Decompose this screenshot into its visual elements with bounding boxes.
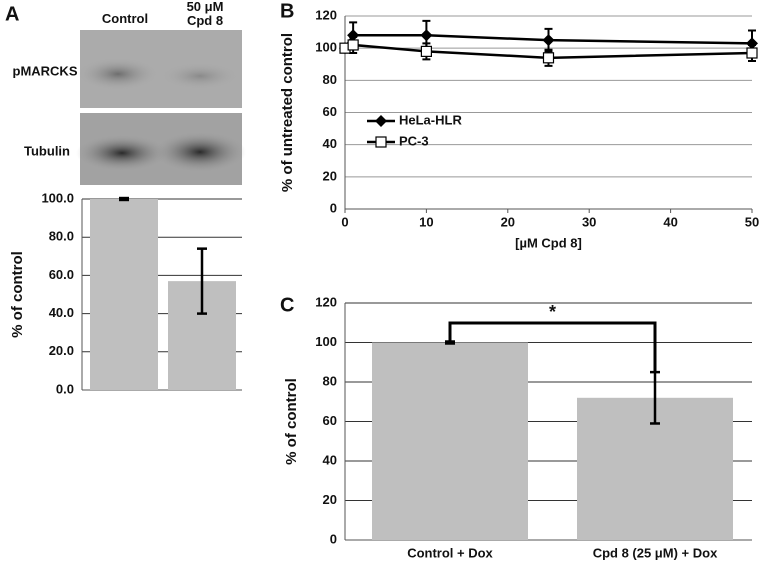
y-axis-title: % of control — [283, 378, 300, 465]
marker — [420, 45, 432, 57]
x-axis-title: [µM Cpd 8] — [515, 235, 582, 250]
error-bar — [197, 247, 207, 315]
y-tick-label: 0 — [330, 531, 337, 546]
x-tick-label: 50 — [745, 214, 759, 229]
y-tick-label: 0 — [330, 200, 337, 215]
y-tick-label: 100 — [315, 334, 337, 349]
blot-band — [76, 135, 168, 171]
y-axis-title: % of control — [9, 251, 26, 338]
significance-annotation: * — [549, 302, 556, 322]
marker — [542, 34, 555, 47]
y-tick-label: 80.0 — [49, 229, 74, 244]
marker — [347, 39, 359, 51]
y-tick-label: 0.0 — [56, 381, 74, 396]
panel-label: C — [280, 294, 294, 316]
x-tick-label: 0 — [341, 214, 348, 229]
y-tick-label: 60 — [323, 104, 337, 119]
y-tick-label: 60 — [323, 413, 337, 428]
panel-label: B — [280, 0, 294, 22]
x-tick-label: 30 — [582, 214, 596, 229]
y-tick-label: 100 — [315, 40, 337, 55]
blot-column-label: Control — [101, 11, 149, 26]
y-tick-label: 80 — [323, 373, 337, 388]
panel-label: A — [5, 3, 19, 25]
y-tick-label: 120 — [315, 7, 337, 22]
y-tick-label: 100.0 — [41, 190, 74, 205]
legend-marker — [375, 136, 387, 148]
marker — [746, 47, 758, 59]
y-tick-label: 40 — [323, 136, 337, 151]
x-tick-label: Control + Dox — [407, 545, 493, 560]
legend-label: HeLa-HLR — [399, 112, 462, 127]
y-tick-label: 120 — [315, 294, 337, 309]
x-tick-label: 10 — [419, 214, 433, 229]
error-bar — [119, 196, 129, 202]
blot-row-label: pMARCKS — [13, 63, 78, 78]
y-tick-label: 40 — [323, 452, 337, 467]
blot-band — [154, 132, 246, 172]
marker — [347, 29, 360, 42]
y-tick-label: 80 — [323, 72, 337, 87]
y-tick-label: 20.0 — [49, 343, 74, 358]
marker — [746, 37, 758, 50]
bar — [372, 342, 528, 540]
marker — [420, 29, 433, 42]
y-tick-label: 20 — [323, 168, 337, 183]
marker — [542, 52, 555, 64]
blot-row-label: Tubulin — [24, 143, 70, 158]
y-tick-label: 40.0 — [49, 305, 74, 320]
x-tick-label: 40 — [663, 214, 677, 229]
y-tick-label: 60.0 — [49, 267, 74, 282]
blot-band — [162, 63, 238, 89]
significance-bracket — [448, 321, 657, 373]
x-tick-label: 20 — [501, 214, 515, 229]
legend-marker — [375, 115, 387, 127]
legend-label: PC-3 — [399, 133, 429, 148]
x-tick-label: Cpd 8 (25 μM) + Dox — [593, 545, 718, 560]
blot-band — [78, 58, 158, 90]
blot-column-label: 50 μM Cpd 8 — [186, 0, 224, 28]
bar — [90, 199, 158, 390]
y-tick-label: 20 — [323, 492, 337, 507]
y-axis-title: % of untreated control — [279, 33, 296, 192]
